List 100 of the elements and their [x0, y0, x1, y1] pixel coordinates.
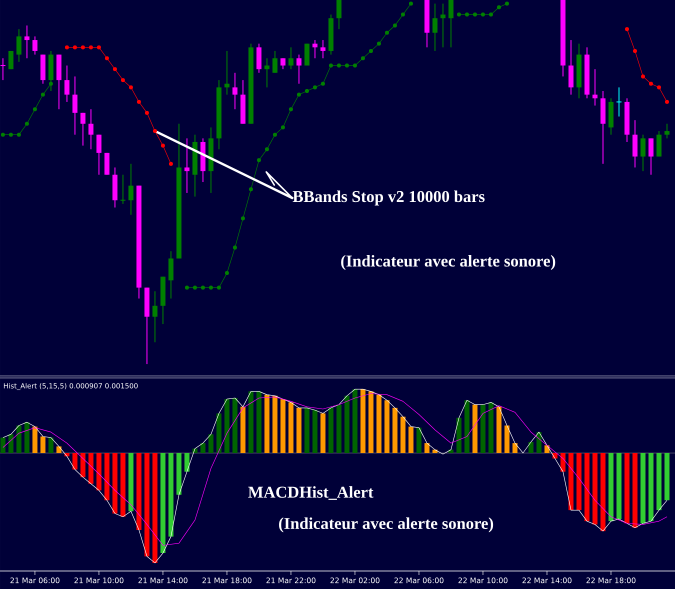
candlestick — [72, 76, 78, 136]
bar — [240, 406, 246, 453]
bar — [80, 452, 86, 478]
bar — [336, 404, 342, 453]
bar — [272, 396, 278, 453]
bar — [624, 452, 630, 524]
annotation: BBands Stop v2 10000 bars — [292, 190, 485, 206]
point — [128, 85, 133, 90]
bar — [152, 452, 158, 563]
candlestick — [232, 72, 238, 110]
candlestick — [448, 0, 454, 48]
bar — [608, 452, 614, 522]
annotation: (Indicateur avec alerte sonore) — [341, 255, 556, 270]
bar — [512, 443, 518, 453]
point — [64, 45, 69, 50]
candlestick — [168, 250, 174, 300]
point — [336, 64, 341, 68]
bar — [248, 391, 254, 453]
point — [168, 162, 173, 166]
bar — [320, 413, 326, 453]
point — [384, 30, 389, 35]
candlestick — [80, 112, 86, 146]
bar — [216, 413, 222, 453]
bar — [528, 442, 534, 453]
candlestick — [256, 43, 262, 74]
bar — [312, 410, 318, 453]
point — [112, 67, 117, 72]
bar — [288, 402, 294, 453]
bar — [16, 426, 22, 453]
bar — [464, 400, 470, 453]
point — [200, 286, 205, 290]
candlestick — [432, 3, 438, 52]
point — [40, 92, 45, 97]
bar — [0, 438, 6, 453]
point — [32, 107, 37, 112]
bar — [424, 443, 430, 453]
point — [360, 56, 365, 60]
point — [352, 64, 357, 68]
point — [208, 286, 213, 290]
bar — [560, 452, 566, 472]
candlestick — [88, 108, 94, 150]
bar — [176, 452, 182, 495]
point — [344, 64, 349, 68]
point — [624, 27, 629, 32]
candlestick — [224, 50, 230, 96]
candlestick — [320, 40, 326, 59]
bar — [600, 452, 606, 532]
bar — [160, 452, 166, 554]
point — [88, 45, 93, 50]
bar — [648, 452, 654, 522]
point — [664, 100, 669, 104]
point — [392, 23, 397, 28]
candlestick — [120, 174, 126, 204]
bar — [344, 396, 350, 453]
bar — [136, 452, 142, 530]
point — [456, 12, 461, 17]
point — [376, 42, 381, 46]
bar — [536, 432, 542, 453]
bar — [96, 452, 102, 490]
candlestick — [128, 163, 134, 216]
bar — [56, 446, 62, 453]
point — [48, 82, 53, 86]
bar — [376, 394, 382, 453]
candlestick — [152, 290, 158, 343]
point — [160, 144, 165, 148]
point — [72, 45, 77, 50]
point — [640, 74, 645, 78]
candlestick — [616, 86, 622, 117]
candlestick — [272, 50, 278, 74]
candlestick — [592, 68, 598, 106]
bar — [352, 389, 358, 453]
point — [216, 286, 221, 290]
bar — [488, 402, 494, 453]
candlestick — [304, 43, 310, 66]
point — [632, 48, 637, 53]
bar — [576, 452, 582, 510]
bar — [224, 399, 230, 453]
candlestick — [280, 58, 286, 70]
candlestick — [568, 40, 574, 96]
bar — [360, 389, 366, 453]
bar — [144, 452, 150, 556]
candlestick — [32, 36, 38, 56]
bar — [592, 452, 598, 524]
point — [248, 187, 253, 192]
annotation: (Indicateur avec alerte sonore) — [279, 517, 494, 532]
bar — [72, 452, 78, 470]
bar — [24, 422, 30, 453]
candlestick — [16, 28, 22, 62]
bar — [616, 452, 622, 519]
candlestick — [96, 134, 102, 176]
point — [264, 147, 269, 152]
point — [480, 12, 485, 17]
bar — [40, 436, 46, 453]
bar — [664, 452, 670, 500]
bar — [304, 408, 310, 453]
point — [328, 64, 333, 68]
bar — [168, 452, 174, 537]
bar — [472, 404, 478, 453]
point — [280, 125, 285, 130]
candlestick — [640, 134, 646, 172]
